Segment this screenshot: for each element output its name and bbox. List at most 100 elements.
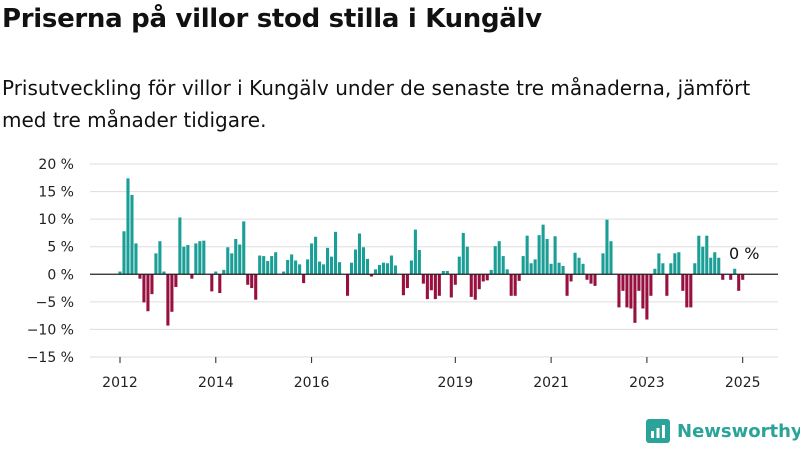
bar [473, 274, 477, 300]
bar [238, 244, 242, 275]
y-tick-label: −10 % [27, 322, 74, 338]
bar [705, 235, 709, 275]
bar [214, 271, 218, 275]
bar [122, 231, 126, 275]
bar [681, 274, 685, 291]
bar [330, 256, 334, 275]
bar [669, 263, 673, 275]
x-tick-label: 2019 [437, 375, 473, 391]
bar [270, 256, 274, 275]
bar [501, 256, 505, 275]
bar-layer [118, 178, 745, 326]
bar [441, 270, 445, 275]
bar [625, 274, 629, 308]
bar [497, 241, 501, 275]
bar [174, 274, 178, 287]
bar [194, 243, 198, 275]
bar [361, 247, 366, 275]
bar [210, 274, 214, 292]
bar [218, 274, 222, 294]
bar [306, 259, 310, 275]
x-tick-label: 2023 [629, 375, 665, 391]
bar [158, 241, 162, 275]
bar [741, 274, 745, 280]
bar [266, 261, 270, 275]
bar [170, 274, 174, 312]
bar [425, 274, 429, 300]
bar [445, 270, 449, 275]
bar [697, 235, 701, 275]
bar [545, 238, 549, 275]
bar [653, 268, 657, 275]
bar [729, 274, 733, 280]
y-tick-label: −5 % [36, 295, 74, 311]
bar [258, 255, 262, 275]
bar [709, 257, 713, 275]
x-tick-label: 2025 [725, 375, 761, 391]
bar [345, 274, 350, 296]
bar [318, 261, 322, 275]
bar [609, 241, 613, 275]
bar [453, 274, 457, 285]
y-tick-label: 5 % [47, 240, 74, 256]
x-tick-label: 2021 [533, 375, 569, 391]
bar [429, 274, 433, 291]
bar [601, 253, 605, 275]
bar [721, 274, 725, 280]
bar [142, 274, 146, 303]
bar [569, 274, 573, 282]
bar [457, 256, 461, 275]
bar [485, 274, 489, 281]
bar [449, 274, 453, 298]
bar [242, 221, 246, 275]
bar [262, 256, 266, 275]
bar [581, 263, 585, 275]
bar [373, 269, 378, 275]
bar [138, 274, 142, 279]
bar [134, 243, 138, 275]
bar [605, 219, 609, 275]
bar [190, 274, 194, 279]
bar [409, 260, 413, 275]
axis-layer: 20 % 15 % 10 % 5 % 0 % −5 % −10 % −15 % 2012 2014… [27, 157, 778, 391]
bar [154, 253, 158, 275]
bar [334, 231, 338, 275]
bar [521, 256, 525, 275]
bar [365, 258, 370, 275]
bar [182, 246, 186, 275]
bar [393, 265, 397, 275]
bar [294, 260, 298, 275]
bar [298, 264, 302, 275]
bar [565, 274, 569, 296]
bar [657, 253, 661, 275]
bar [541, 224, 545, 275]
bar [665, 274, 669, 296]
newsworthy-logo: Newsworthy [646, 419, 800, 443]
bar [302, 274, 306, 284]
bar [405, 274, 409, 289]
bar [673, 253, 677, 275]
x-tick-label: 2012 [102, 375, 138, 391]
bar [118, 271, 122, 275]
bar [230, 253, 234, 275]
bar [553, 236, 557, 275]
bar [433, 274, 437, 300]
bar [314, 236, 318, 275]
bar [246, 274, 250, 285]
bar [621, 274, 625, 291]
bar [389, 255, 393, 275]
bar [529, 263, 533, 275]
bar [481, 274, 485, 282]
bar [146, 274, 150, 312]
bar [525, 235, 529, 275]
bar [322, 264, 326, 275]
chart-title: Priserna på villor stod stilla i Kungälv [2, 4, 542, 34]
bar [477, 274, 481, 290]
bar [641, 274, 645, 309]
bar [617, 274, 621, 308]
y-tick-label: 0 % [47, 267, 74, 283]
x-tick-label: 2016 [294, 375, 330, 391]
bar [126, 178, 130, 275]
bar [417, 250, 421, 275]
